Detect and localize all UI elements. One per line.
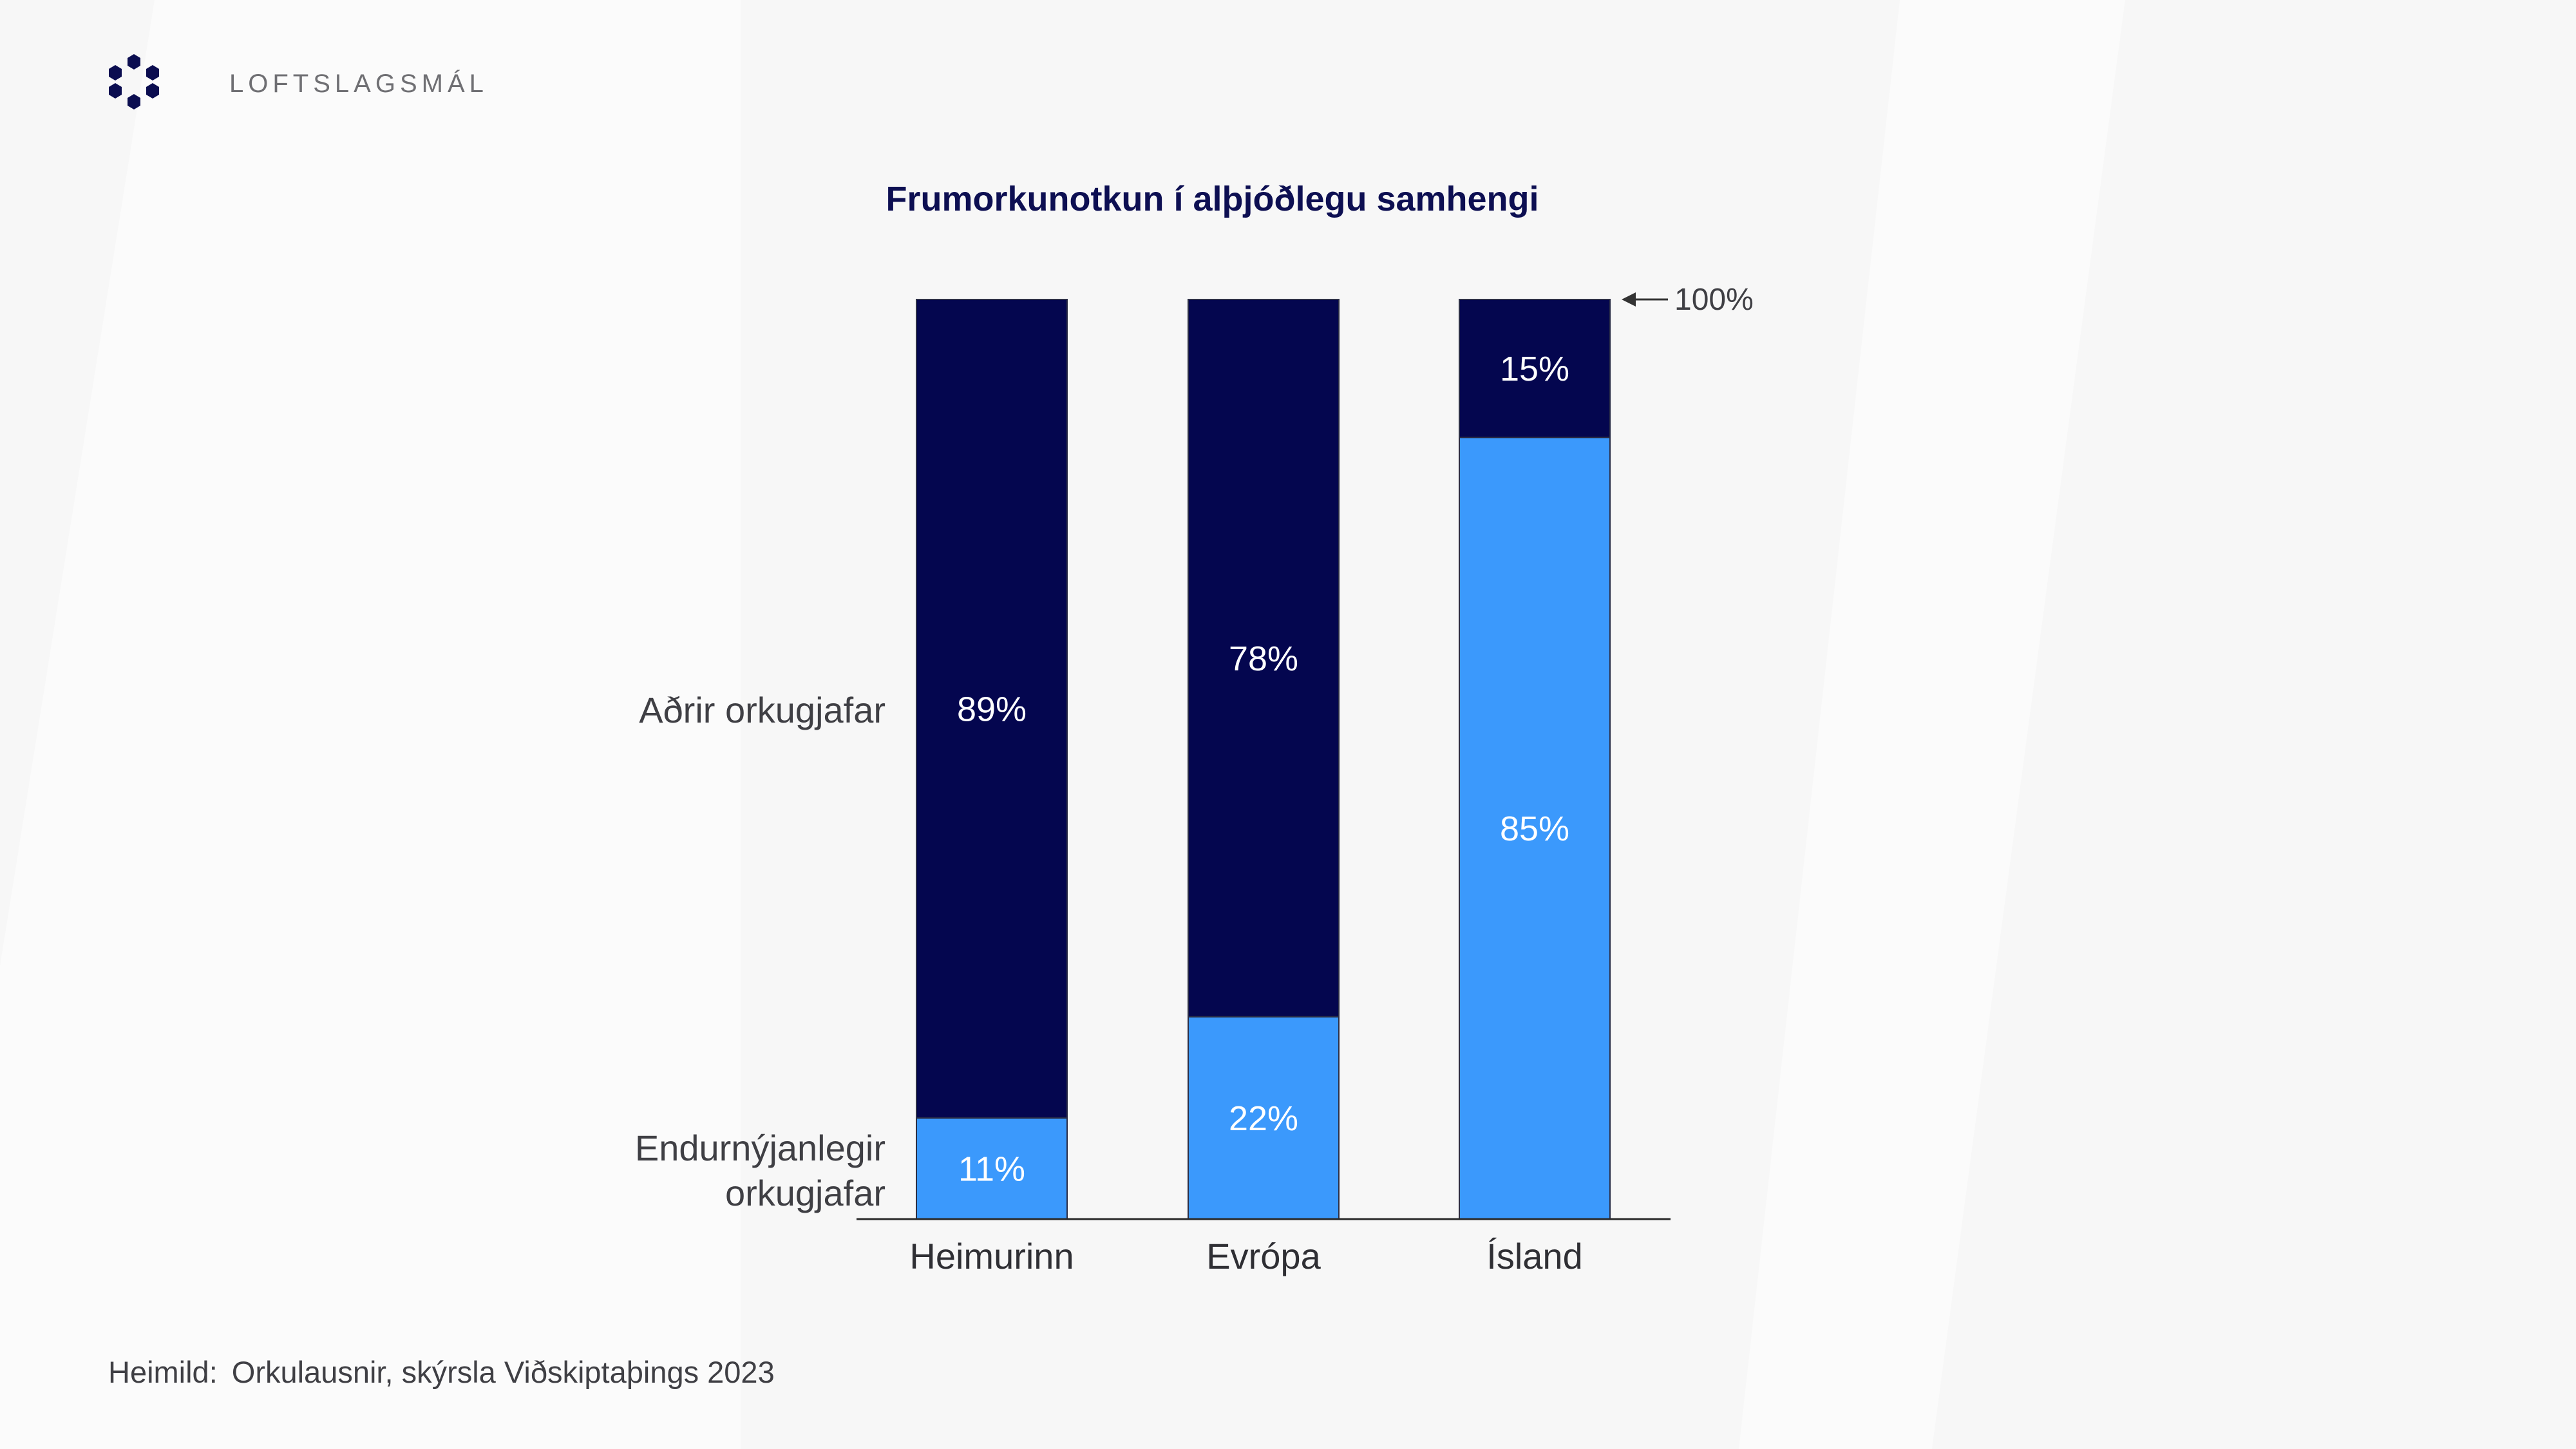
hexagon-cluster-logo-icon <box>109 54 159 109</box>
source-label: Heimild: <box>108 1355 218 1389</box>
data-label-renewable-1: 22% <box>1229 1099 1298 1138</box>
data-label-renewable-2: 85% <box>1500 810 1569 848</box>
x-tick-label-1: Evrópa <box>1206 1236 1321 1276</box>
data-label-other-0: 89% <box>957 690 1027 728</box>
legend-label-other: Aðrir orkugjafar <box>639 690 886 730</box>
bar-other-2 <box>1459 299 1611 439</box>
bar-renewable-2 <box>1459 437 1611 1220</box>
arrow-left-icon <box>1622 292 1636 307</box>
legend-label-renewable-line2: orkugjafar <box>725 1173 886 1213</box>
data-label-other-2: 15% <box>1500 350 1569 388</box>
data-label-renewable-0: 11% <box>958 1150 1025 1188</box>
x-tick-label-0: Heimurinn <box>909 1236 1074 1276</box>
x-tick-label-2: Ísland <box>1486 1236 1582 1276</box>
bar-renewable-1 <box>1188 1016 1340 1220</box>
bar-other-1 <box>1188 299 1340 1018</box>
section-label: LOFTSLAGSMÁL <box>229 70 488 98</box>
chart-title: Frumorkunotkun í alþjóðlegu samhengi <box>886 180 1539 218</box>
source-text: Orkulausnir, skýrsla Viðskiptaþings 2023 <box>231 1355 775 1389</box>
source-note: Heimild: Orkulausnir, skýrsla Viðskiptaþi… <box>108 1354 775 1390</box>
data-label-other-1: 78% <box>1229 639 1298 678</box>
bar-other-0 <box>916 299 1068 1119</box>
annotation-100-percent: 100% <box>1674 283 1754 317</box>
legend-label-renewable-line1: Endurnýjanlegir <box>635 1128 886 1168</box>
